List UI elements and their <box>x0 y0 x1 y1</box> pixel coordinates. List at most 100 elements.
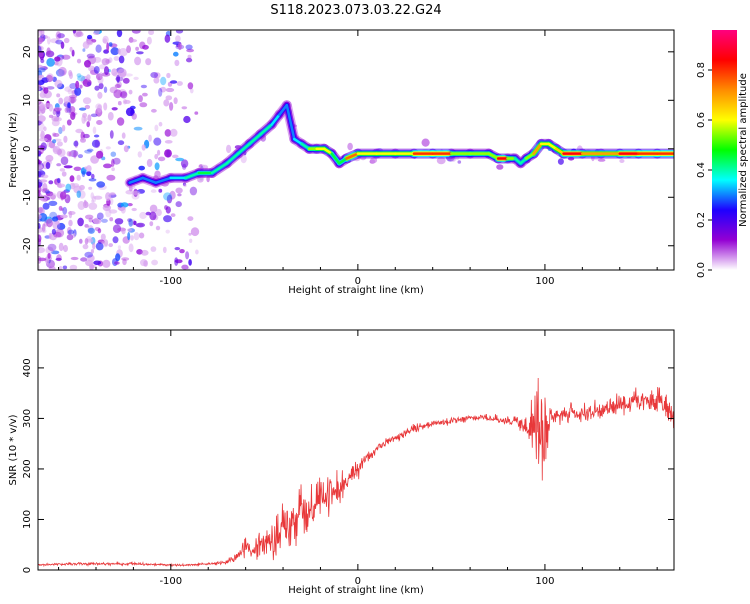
heatmap-cell <box>46 218 53 228</box>
heatmap-cell <box>102 204 112 211</box>
heatmap-ridge-segment <box>524 152 535 160</box>
heatmap-cell <box>187 82 194 90</box>
heatmap-cell <box>166 72 171 79</box>
heatmap-cell <box>56 93 61 98</box>
heatmap-cell <box>117 245 121 250</box>
heatmap-cell <box>92 242 96 250</box>
heatmap-cell <box>38 214 42 220</box>
heatmap-cell <box>42 202 50 210</box>
snr-series <box>38 378 674 568</box>
heatmap-cell <box>93 134 100 138</box>
heatmap-cell <box>92 195 96 203</box>
heatmap-cell <box>58 69 65 77</box>
heatmap-cell <box>436 157 446 165</box>
heatmap-cell <box>65 183 72 192</box>
heatmap-cell <box>149 204 158 213</box>
heatmap-cell <box>38 257 47 262</box>
heatmap-cell <box>86 165 92 172</box>
heatmap-cell <box>170 80 178 84</box>
heatmap-cell <box>113 56 120 61</box>
heatmap-cell <box>102 35 109 44</box>
heatmap-cell <box>45 154 54 162</box>
heatmap-cell <box>96 120 103 125</box>
heatmap-cell <box>187 216 194 222</box>
heatmap-cell <box>64 107 70 113</box>
heatmap-cell <box>174 247 181 251</box>
heatmap-cell <box>68 151 72 157</box>
heatmap-cell <box>87 114 92 122</box>
heatmap-cell <box>557 158 564 165</box>
heatmap-cell <box>128 243 134 253</box>
heatmap-cell <box>110 151 117 157</box>
heatmap-cell <box>140 249 149 256</box>
heatmap-cell <box>84 224 89 228</box>
y-tick-label: 300 <box>22 409 33 428</box>
heatmap-cell <box>120 91 128 99</box>
heatmap-cell <box>87 227 95 234</box>
heatmap-cell <box>169 102 174 111</box>
heatmap-cell <box>38 179 48 183</box>
heatmap-cell <box>39 137 48 142</box>
x-tick-label: 100 <box>535 276 554 287</box>
heatmap-cell <box>38 189 41 197</box>
heatmap-cell <box>56 141 63 147</box>
heatmap-cell <box>150 72 159 78</box>
heatmap-cell <box>45 162 51 169</box>
heatmap-cell <box>75 31 84 37</box>
heatmap-cell <box>90 113 98 118</box>
heatmap-cell <box>164 129 172 137</box>
heatmap-cell <box>50 38 59 44</box>
heatmap-cell <box>175 187 183 194</box>
heatmap-cell <box>57 148 66 157</box>
heatmap-cell <box>56 163 62 167</box>
heatmap-cell <box>92 217 102 225</box>
heatmap-cell <box>163 99 170 107</box>
heatmap-cell <box>140 259 148 267</box>
heatmap-cell <box>47 243 57 252</box>
heatmap-cell <box>115 76 124 82</box>
heatmap-cell <box>75 80 80 89</box>
heatmap-cell <box>46 86 55 90</box>
colorbar-tick-label: 0.8 <box>696 62 707 78</box>
heatmap-cell <box>91 139 100 148</box>
heatmap-cell <box>77 217 84 227</box>
colorbar: 0.0 0.2 0.4 0.6 0.8 Normalized spectral ampl… <box>696 30 749 278</box>
heatmap-cell <box>86 171 92 177</box>
heatmap-cell <box>164 205 168 210</box>
heatmap-cell <box>133 232 140 241</box>
heatmap-cell <box>149 211 157 221</box>
heatmap-cell <box>79 84 83 89</box>
heatmap-cell <box>131 207 137 212</box>
heatmap-cell <box>95 44 102 53</box>
heatmap-cell <box>158 121 163 127</box>
heatmap-ridge-segment <box>248 132 262 146</box>
heatmap-cell <box>57 33 65 39</box>
heatmap-cell <box>136 222 145 228</box>
heatmap-cell <box>169 128 178 137</box>
heatmap-cell <box>71 49 75 57</box>
heatmap-cell <box>110 47 120 56</box>
heatmap-cell <box>93 195 103 200</box>
heatmap-cell <box>164 149 172 158</box>
heatmap-ridge-segment <box>225 152 240 165</box>
heatmap-cell <box>42 182 48 192</box>
heatmap-cell <box>51 115 60 122</box>
heatmap-cell <box>52 220 61 230</box>
heatmap-cell <box>145 58 152 66</box>
heatmap-cell <box>60 195 64 201</box>
heatmap-cell <box>111 167 115 172</box>
heatmap-cell <box>142 44 149 50</box>
heatmap-cell <box>154 153 159 160</box>
heatmap-cell <box>133 126 143 131</box>
x-tick-label: -100 <box>159 576 182 587</box>
heatmap-cell <box>190 227 200 237</box>
heatmap-cell <box>100 233 106 241</box>
heatmap-cell <box>177 193 182 197</box>
heatmap-cell <box>51 119 60 127</box>
heatmap-cell <box>131 30 141 34</box>
heatmap-cell <box>103 86 108 93</box>
heatmap-cell <box>66 226 72 235</box>
heatmap-cell <box>80 257 88 262</box>
heatmap-cell <box>109 217 114 222</box>
y-tick-label: 0 <box>22 146 33 152</box>
